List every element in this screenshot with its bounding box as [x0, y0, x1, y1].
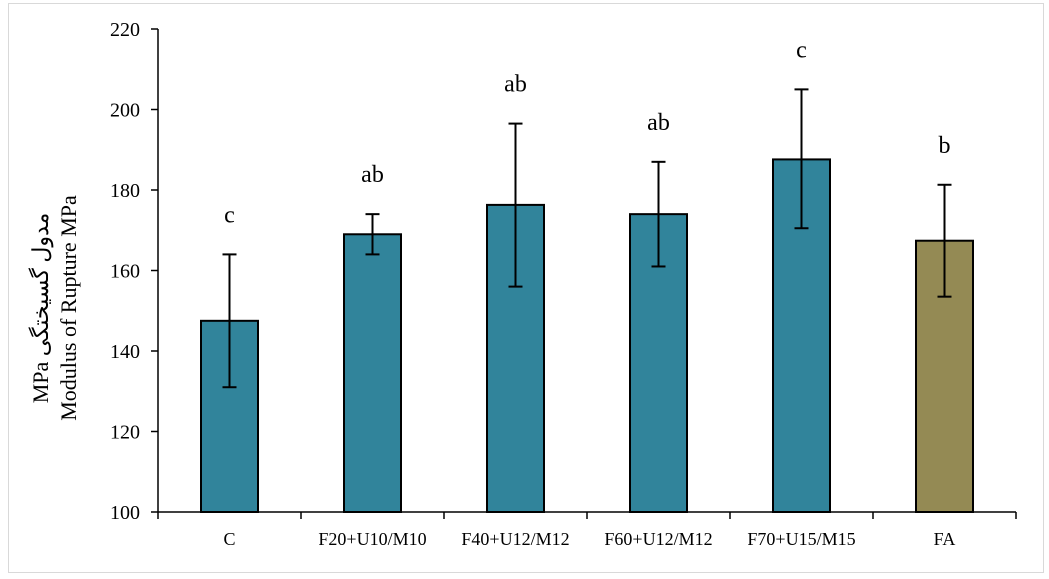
error-bar-5 — [794, 88, 809, 230]
bar-2 — [343, 233, 402, 513]
error-bar-4 — [651, 160, 666, 268]
significance-label: ab — [504, 72, 527, 98]
bars — [200, 158, 974, 514]
error-bar-6 — [937, 183, 952, 298]
error-bars — [222, 88, 952, 389]
category-label: F70+U15/M15 — [747, 529, 855, 549]
significance-label: c — [796, 37, 807, 63]
significance-labels: c ab ab ab c b — [224, 37, 950, 228]
y-axis-label: MPa مدول گسیختگی Modulus of Rupture MPa — [28, 195, 81, 421]
y-axis-label-line-2: Modulus of Rupture MPa — [56, 195, 81, 421]
category-label: FA — [934, 529, 956, 549]
y-tick-label: 160 — [110, 261, 140, 283]
y-tick-labels: 100 120 140 160 180 200 220 — [110, 19, 140, 524]
significance-label: ab — [361, 162, 384, 188]
y-tick-label: 140 — [110, 341, 140, 363]
category-labels: C F20+U10/M10 F40+U12/M12 F60+U12/M12 F70+U1… — [223, 529, 955, 549]
significance-label: ab — [647, 110, 670, 136]
y-tick-label: 200 — [110, 100, 140, 122]
error-bar-1 — [222, 253, 237, 389]
category-label: F60+U12/M12 — [604, 529, 712, 549]
axes — [151, 28, 1017, 519]
bar-4 — [629, 213, 688, 513]
y-tick-label: 100 — [110, 502, 140, 524]
error-bar-3 — [508, 122, 523, 288]
category-label: F20+U10/M10 — [318, 529, 426, 549]
category-label: F40+U12/M12 — [461, 529, 569, 549]
y-tick-label: 220 — [110, 19, 140, 41]
significance-label: b — [939, 133, 951, 159]
category-label: C — [223, 529, 235, 549]
significance-label: c — [224, 202, 235, 228]
y-tick-label: 120 — [110, 422, 140, 444]
error-bar-2 — [365, 213, 380, 256]
y-axis-label-line-1: MPa مدول گسیختگی — [28, 213, 54, 404]
y-tick-label: 180 — [110, 180, 140, 202]
